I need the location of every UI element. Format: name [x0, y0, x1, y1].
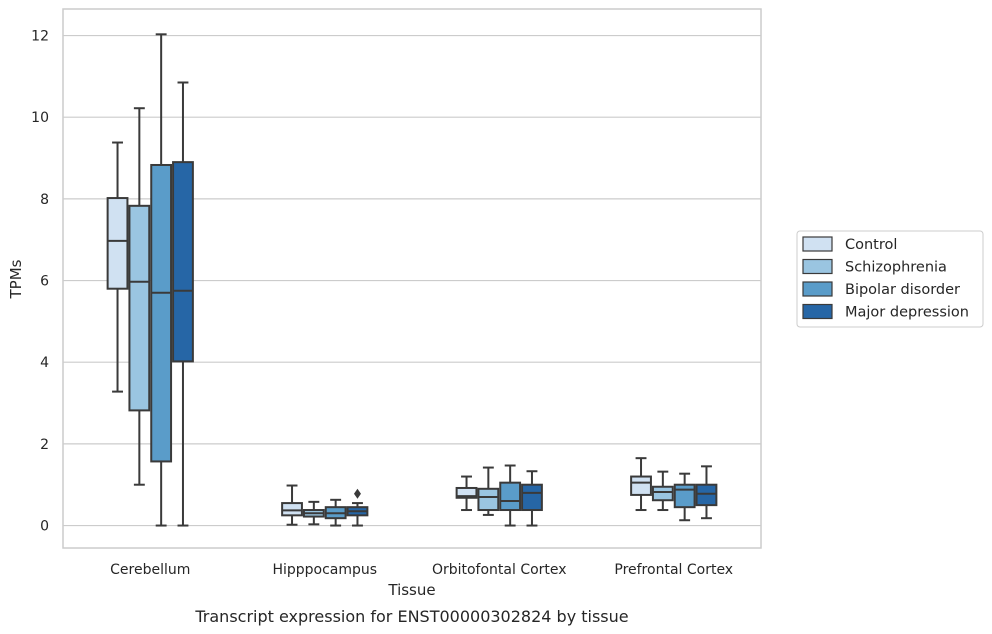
legend-swatch [802, 281, 833, 297]
box-prefrontal-cortex-bipolar-disorder [673, 472, 696, 522]
box-hipppocampus-major-depression [346, 488, 369, 527]
legend-swatch [802, 258, 833, 275]
legend-swatch [802, 236, 833, 252]
y-tick-label: 6 [40, 274, 49, 290]
box-iqr [499, 481, 522, 512]
box-iqr [455, 486, 478, 499]
legend: Control Schizophrenia Bipolar disorder Majo… [796, 230, 984, 328]
box-iqr [106, 197, 129, 290]
x-axis-label: Tissue [387, 581, 435, 599]
box-iqr [172, 161, 194, 363]
box-plot-marks [106, 33, 718, 527]
box-orbitofontal-cortex-schizophrenia [477, 466, 500, 516]
box-orbitofontal-cortex-bipolar-disorder [499, 464, 522, 527]
box-iqr [695, 483, 718, 507]
outlier-point [353, 488, 361, 499]
legend-swatch [802, 303, 833, 320]
box-prefrontal-cortex-major-depression [695, 465, 718, 520]
box-prefrontal-cortex-schizophrenia [651, 470, 674, 512]
legend-label: Control [845, 237, 897, 253]
legend-frame [796, 230, 984, 328]
box-iqr [128, 204, 151, 412]
box-iqr [281, 502, 303, 517]
box-hipppocampus-bipolar-disorder [324, 498, 347, 527]
box-iqr [521, 483, 543, 512]
box-prefrontal-cortex-control [630, 457, 652, 512]
box-cerebellum-major-depression [172, 81, 194, 527]
box-iqr [630, 475, 652, 496]
y-tick-label: 0 [40, 519, 49, 535]
box-hipppocampus-control [281, 484, 303, 526]
y-tick-label: 4 [40, 355, 49, 371]
plot-frame [62, 8, 762, 549]
box-cerebellum-control [106, 141, 129, 393]
y-tick-label: 8 [40, 192, 49, 208]
chart-caption: Transcript expression for ENST0000030282… [194, 607, 628, 626]
box-orbitofontal-cortex-major-depression [521, 470, 543, 527]
y-axis-ticks: 0 2 4 6 8 10 12 [31, 29, 49, 535]
x-tick-label: Orbitofontal Cortex [432, 562, 567, 578]
x-tick-label: Hipppocampus [272, 562, 377, 578]
y-tick-label: 12 [31, 29, 49, 45]
box-orbitofontal-cortex-control [455, 475, 478, 512]
box-iqr [651, 485, 674, 502]
box-hipppocampus-schizophrenia [302, 500, 325, 526]
y-tick-label: 10 [31, 110, 49, 126]
x-tick-label: Prefrontal Cortex [614, 562, 733, 578]
box-iqr [477, 487, 500, 512]
legend-label: Schizophrenia [845, 260, 947, 276]
x-axis-ticks: Cerebellum Hipppocampus Orbitofontal Corte… [110, 562, 733, 578]
legend-label: Bipolar disorder [845, 282, 960, 298]
y-tick-label: 2 [40, 437, 49, 453]
x-tick-label: Cerebellum [110, 562, 190, 578]
box-iqr [150, 163, 173, 463]
box-cerebellum-bipolar-disorder [150, 33, 173, 527]
box-cerebellum-schizophrenia [128, 107, 151, 486]
box-iqr [673, 483, 696, 509]
legend-label: Major depression [845, 305, 969, 321]
y-axis-label: TPMs [7, 259, 25, 299]
